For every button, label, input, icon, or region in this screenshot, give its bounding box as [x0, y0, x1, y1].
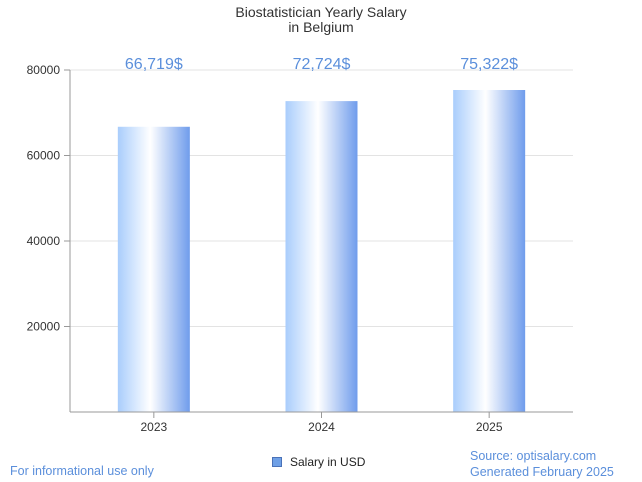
- bar-2023[interactable]: [117, 126, 190, 412]
- x-tick-label-2025: 2025: [476, 420, 503, 434]
- x-tick-label-2024: 2024: [308, 420, 335, 434]
- bar-2024[interactable]: [285, 101, 358, 413]
- legend[interactable]: Salary in USD: [268, 451, 369, 473]
- y-tick-label-40000: 40000: [27, 234, 61, 248]
- legend-label: Salary in USD: [290, 455, 366, 469]
- legend-swatch: [272, 457, 282, 467]
- x-axis: 2023 2024 2025: [70, 411, 573, 434]
- disclaimer-text: For informational use only: [10, 464, 154, 478]
- data-label-2024: 72,724$: [293, 56, 351, 73]
- source-block: Source: optisalary.com Generated Februar…: [470, 448, 614, 480]
- y-axis: 20000 40000 60000 80000: [27, 63, 71, 412]
- bar-2025[interactable]: [453, 89, 526, 413]
- chart-title-line-1: Biostatistician Yearly Salary: [235, 4, 406, 20]
- source-link[interactable]: Source: optisalary.com: [470, 449, 597, 463]
- generated-date: Generated February 2025: [470, 465, 614, 479]
- data-labels: 66,719$ 72,724$ 75,322$: [125, 56, 518, 73]
- y-tick-label-60000: 60000: [27, 149, 61, 163]
- chart-title-line-2: in Belgium: [288, 19, 353, 35]
- bars: [117, 89, 526, 413]
- y-tick-label-20000: 20000: [27, 320, 61, 334]
- y-tick-label-80000: 80000: [27, 63, 61, 77]
- data-label-2023: 66,719$: [125, 56, 183, 73]
- data-label-2025: 75,322$: [460, 56, 518, 73]
- x-tick-label-2023: 2023: [140, 420, 167, 434]
